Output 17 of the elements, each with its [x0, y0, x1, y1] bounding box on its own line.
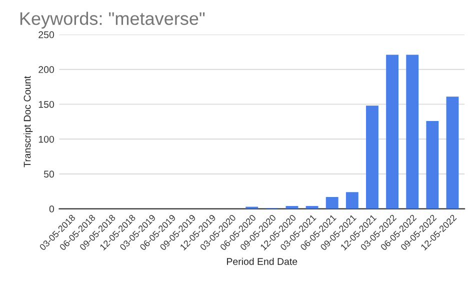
bar	[406, 54, 419, 209]
bar	[326, 196, 338, 209]
bar	[426, 120, 439, 209]
x-axis-title: Period End Date	[227, 258, 298, 265]
chart-title: Keywords: "metaverse"	[20, 12, 205, 29]
y-tick-label: 150	[38, 100, 54, 108]
y-tick-label: 250	[38, 31, 54, 38]
y-axis-title: Transcript Doc Count	[24, 76, 33, 168]
bar	[366, 106, 378, 209]
y-tick-label: 0	[49, 206, 54, 212]
y-tick-label: 200	[38, 66, 54, 74]
bar	[306, 206, 318, 209]
bar	[346, 192, 358, 209]
y-tick-label: 100	[38, 136, 54, 143]
bar	[386, 54, 399, 209]
bar	[446, 96, 459, 209]
y-tick-label: 50	[44, 170, 54, 178]
